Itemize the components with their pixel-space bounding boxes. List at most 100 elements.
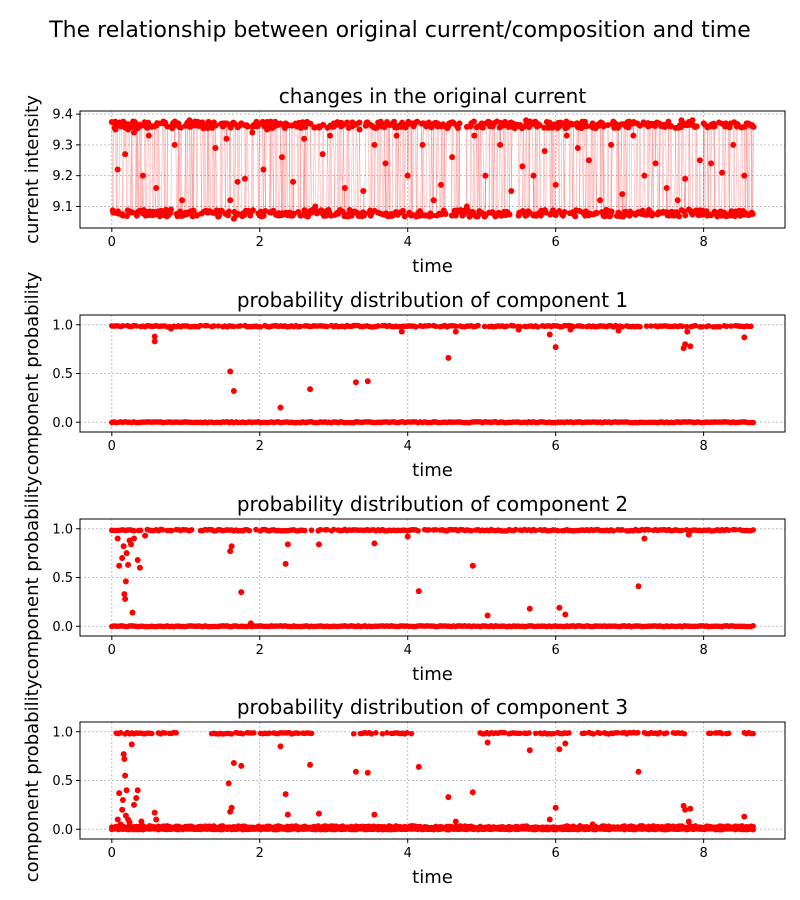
data-point <box>116 562 123 569</box>
data-point <box>704 212 711 219</box>
x-tick-label: 6 <box>552 235 560 250</box>
data-point <box>504 323 510 329</box>
data-point <box>308 730 315 737</box>
x-tick-label: 2 <box>256 235 264 250</box>
data-point <box>228 804 235 811</box>
data-point <box>552 804 559 811</box>
plot-area <box>109 322 756 426</box>
data-point <box>238 589 245 596</box>
y-tick-label: 9.2 <box>52 169 73 184</box>
data-point <box>445 354 452 361</box>
y-tick-label: 0.5 <box>52 367 73 382</box>
data-point <box>683 323 690 330</box>
y-tick-label: 0.0 <box>52 823 73 838</box>
data-point <box>526 747 533 754</box>
data-point <box>532 730 539 737</box>
data-point <box>478 120 485 127</box>
x-tick-label: 4 <box>404 643 412 658</box>
data-point <box>230 759 237 766</box>
series-line <box>111 120 754 219</box>
data-point <box>682 341 689 348</box>
data-point <box>375 209 382 216</box>
data-point <box>646 526 652 533</box>
data-point <box>125 126 132 133</box>
data-point <box>412 120 419 127</box>
data-point <box>264 126 271 133</box>
data-point <box>327 132 334 139</box>
data-point <box>164 123 171 130</box>
y-tick-label: 1.0 <box>52 725 73 740</box>
data-point <box>641 172 648 179</box>
data-point <box>133 795 140 802</box>
data-point <box>659 209 666 216</box>
data-point <box>748 323 754 330</box>
data-point <box>267 118 274 125</box>
data-point <box>445 794 452 801</box>
data-point <box>648 212 655 219</box>
data-point <box>371 811 378 818</box>
data-point <box>131 535 138 542</box>
data-point <box>546 816 553 823</box>
data-point <box>532 527 539 534</box>
data-point <box>227 368 234 375</box>
data-point <box>433 323 439 330</box>
panel-2: 0 2 4 6 8 0.0 0.5 1.0 probability distribution o… <box>22 271 786 481</box>
data-point <box>671 212 678 219</box>
data-point <box>676 213 683 220</box>
data-point <box>129 609 136 616</box>
data-point <box>121 591 128 598</box>
y-axis-label: current intensity <box>22 95 43 244</box>
data-point <box>237 323 244 329</box>
y-tick-label: 0.0 <box>52 416 73 431</box>
data-point <box>122 772 129 779</box>
data-point <box>452 212 459 219</box>
data-point <box>626 212 633 219</box>
y-tick-label: 9.3 <box>52 138 73 153</box>
data-point <box>715 209 722 216</box>
data-point <box>308 209 315 216</box>
data-point <box>504 209 511 216</box>
y-tick-label: 0.5 <box>52 774 73 789</box>
data-point <box>615 327 622 334</box>
data-point <box>708 160 715 167</box>
data-point <box>238 762 245 769</box>
data-point <box>319 151 326 158</box>
data-point <box>541 148 548 155</box>
y-tick-label: 1.0 <box>52 522 73 537</box>
data-point <box>297 212 304 219</box>
data-point <box>345 212 352 219</box>
data-point <box>619 323 626 330</box>
data-point <box>284 541 291 548</box>
data-point <box>741 334 748 341</box>
data-point <box>323 212 330 219</box>
data-point <box>290 178 297 185</box>
data-point <box>238 120 245 127</box>
data-point <box>615 209 622 216</box>
data-point <box>257 324 264 330</box>
data-point <box>371 540 378 547</box>
x-tick-label: 0 <box>108 235 116 250</box>
data-point <box>581 730 588 737</box>
data-point <box>275 212 282 219</box>
data-point <box>415 527 421 534</box>
data-point <box>153 184 160 191</box>
data-point <box>693 123 700 130</box>
data-point <box>415 209 422 216</box>
panel-3: 0 2 4 6 8 0.0 0.5 1.0 probability distribution o… <box>22 475 786 685</box>
data-point <box>741 813 748 820</box>
data-point <box>475 322 481 329</box>
data-point <box>171 141 178 148</box>
x-tick-label: 2 <box>256 846 264 861</box>
data-point <box>665 118 672 125</box>
data-point <box>426 527 432 533</box>
data-point <box>364 769 371 776</box>
data-point <box>215 323 222 329</box>
data-point <box>706 323 712 329</box>
data-point <box>179 197 186 204</box>
data-point <box>562 740 569 747</box>
x-axis-label: time <box>412 460 453 481</box>
data-point <box>227 197 234 204</box>
data-point <box>687 343 694 350</box>
data-point <box>634 120 641 127</box>
data-point <box>550 730 557 737</box>
